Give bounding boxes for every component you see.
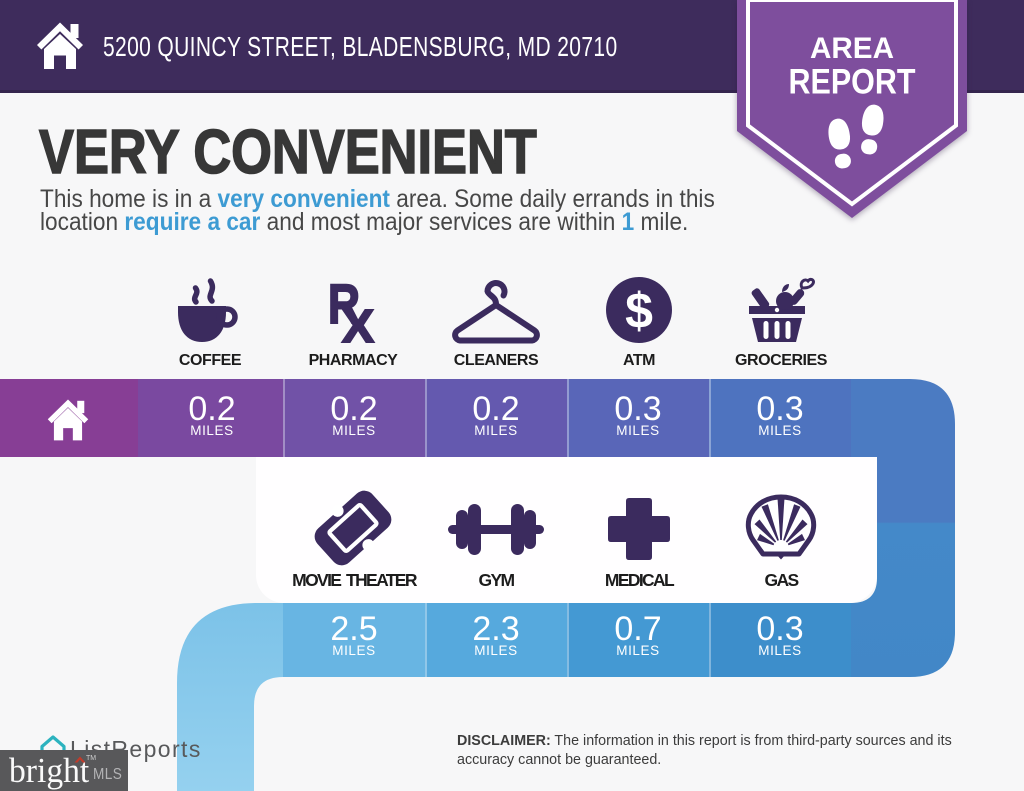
svg-text:X: X xyxy=(342,300,374,346)
svg-text:AREA: AREA xyxy=(810,32,894,65)
svg-text:$: $ xyxy=(625,283,653,339)
svg-text:R: R xyxy=(328,276,360,335)
svg-text:REPORT: REPORT xyxy=(789,63,916,102)
